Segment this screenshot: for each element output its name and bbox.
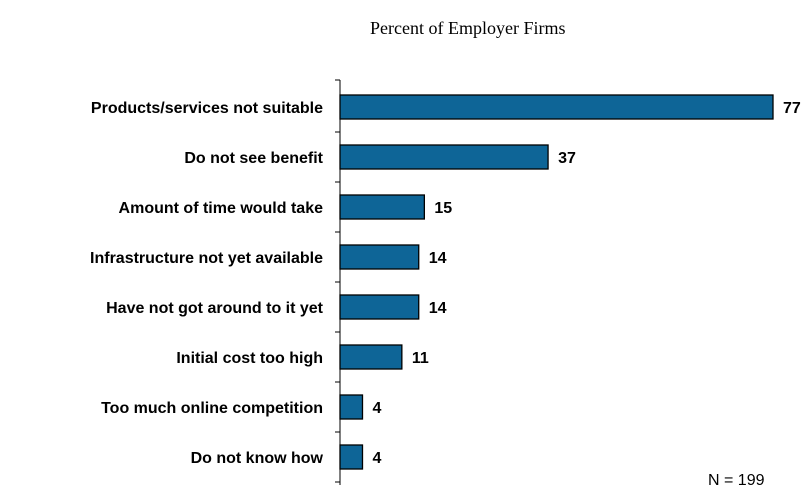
category-label: Do not know how <box>191 450 324 467</box>
value-label: 14 <box>429 300 447 317</box>
value-label: 14 <box>429 250 447 267</box>
category-label: Too much online competition <box>101 400 323 417</box>
value-label: 4 <box>372 450 381 467</box>
value-labels: 77 37 15 14 14 11 4 4 <box>372 100 800 467</box>
category-label: Products/services not suitable <box>91 100 323 117</box>
value-label: 11 <box>412 350 429 367</box>
category-label: Initial cost too high <box>176 350 323 367</box>
value-label: 37 <box>558 150 576 167</box>
ticks-layer <box>335 79 340 483</box>
category-label: Amount of time would take <box>119 200 324 217</box>
bar <box>339 444 364 470</box>
bar <box>339 344 403 370</box>
value-label: 77 <box>783 100 801 117</box>
category-label: Infrastructure not yet available <box>90 250 323 267</box>
sample-size-note: N = 199 <box>708 472 765 489</box>
chart-title: Percent of Employer Firms <box>370 18 566 38</box>
value-label: 4 <box>372 400 381 417</box>
category-label: Do not see benefit <box>184 150 323 167</box>
category-labels: Products/services not suitable Do not see… <box>90 100 324 467</box>
bar <box>339 294 420 320</box>
bar <box>339 244 420 270</box>
bar <box>339 94 774 120</box>
category-label: Have not got around to it yet <box>106 300 324 317</box>
bar <box>339 194 426 220</box>
bar <box>339 144 549 170</box>
bar <box>339 394 364 420</box>
bars-layer <box>339 94 774 470</box>
value-label: 15 <box>434 200 452 217</box>
